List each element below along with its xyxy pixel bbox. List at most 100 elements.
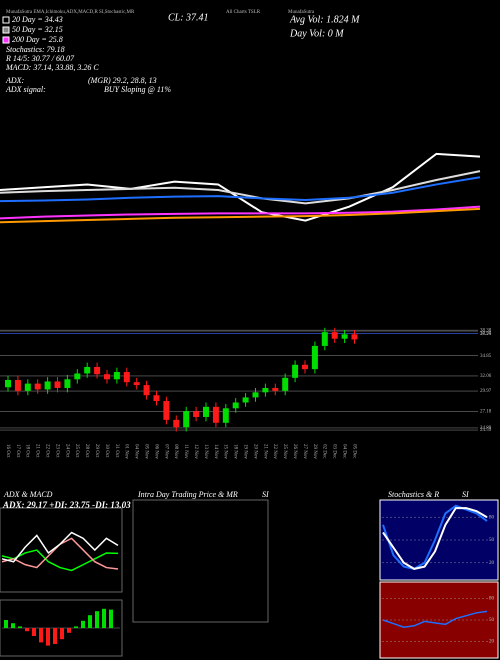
macd-bar [18, 626, 22, 628]
x-tick-label: 18 Nov [233, 444, 238, 459]
x-tick-label: 21 Nov [262, 444, 267, 459]
y-tick-label: 29.97 [480, 389, 492, 394]
y-tick-label: 80 [489, 597, 495, 602]
macd-bar [46, 628, 50, 646]
x-tick-label: 06 Nov [153, 444, 158, 459]
y-tick-label: 50 [489, 618, 495, 623]
x-tick-label: 19 Nov [242, 444, 247, 459]
macd-bar [60, 628, 64, 640]
candle-body [292, 364, 299, 378]
panel-title: Stochastics & R [388, 490, 439, 499]
day-vol: Day Vol: 0 M [289, 28, 344, 39]
x-tick-label: 22 Nov [272, 444, 277, 459]
y-tick-label: 34.85 [480, 354, 492, 359]
macd-bar [88, 615, 92, 628]
candle-body [282, 377, 289, 391]
x-tick-label: 25 Nov [282, 444, 287, 459]
x-tick-label: 02 Dec [322, 444, 327, 459]
y-tick-label: 80 [489, 515, 495, 520]
panel-subtitle: SI [262, 490, 269, 499]
ma20: 20 Day = 34.43 [12, 15, 63, 24]
macd-bar [4, 620, 8, 628]
line [1, 549, 119, 572]
x-tick-label: 18 Oct [25, 444, 30, 458]
close: CL: 37.41 [168, 12, 209, 23]
panel-title: ADX & MACD [3, 490, 53, 499]
macd-bar [53, 628, 57, 644]
candle-body [232, 402, 239, 409]
panel-title: Intra Day Trading Price & MR [137, 490, 238, 499]
candle-body [173, 419, 180, 428]
candle-body [133, 382, 140, 386]
candle-body [64, 379, 71, 388]
x-tick-label: 20 Nov [252, 444, 257, 459]
y-tick-label: 24.59 [480, 428, 492, 433]
macd-bar [74, 626, 78, 628]
stoch: Stochastics: 79.18 [6, 45, 65, 54]
y-tick-label: 27.18 [480, 409, 492, 414]
legend-swatch [2, 26, 10, 34]
x-tick-label: 17 Oct [15, 444, 20, 458]
x-tick-label: 24 Oct [64, 444, 69, 458]
adx-signal: ADX signal: [5, 85, 46, 94]
ma50: 50 Day = 32.15 [12, 25, 63, 34]
x-tick-label: 23 Oct [54, 444, 59, 458]
line [0, 170, 481, 205]
panel-subtitle: ADX: 29.17 +DI: 23.75 -DI: 13.03 [2, 500, 131, 510]
line [382, 610, 488, 628]
site: MunafaSutra [288, 10, 315, 15]
line [382, 507, 488, 570]
header: MunafaSutra EMA,Ichimoku,ADX,MACD,R SI,S… [2, 10, 360, 94]
candle-body [74, 373, 81, 380]
macd-bar [81, 620, 85, 628]
x-tick-label: 28 Oct [84, 444, 89, 458]
candle-body [14, 380, 21, 391]
y-tick-label: 32.06 [480, 374, 492, 379]
x-tick-label: 12 Nov [193, 444, 198, 459]
x-tick-label: 04 Nov [134, 444, 139, 459]
candle-body [193, 411, 200, 417]
line [0, 207, 481, 224]
line [0, 176, 481, 203]
candle-body [242, 397, 249, 403]
candle-body [341, 334, 348, 339]
candle-body [54, 381, 61, 388]
x-tick-label: 21 Oct [35, 444, 40, 458]
candle-body [222, 408, 229, 423]
y-tick-label: 20 [489, 561, 495, 566]
x-tick-label: 26 Nov [292, 444, 297, 459]
candle-body [302, 364, 308, 370]
candle-body [183, 411, 190, 428]
y-tick-label: 37.94 [480, 331, 492, 336]
candle-body [84, 366, 91, 374]
x-tick-label: 05 Nov [143, 444, 148, 459]
candle-body [321, 332, 328, 346]
x-tick-label: 13 Nov [203, 444, 208, 459]
y-tick-label: 24.89 [480, 426, 492, 431]
y-tick-label: 50 [489, 538, 495, 543]
candle-body [272, 387, 279, 391]
macd-bar [11, 623, 15, 628]
candle-body [153, 395, 160, 402]
x-tick-label: 05 Dec [351, 444, 356, 459]
line [382, 504, 488, 570]
candle-body [351, 334, 358, 340]
candle-body [143, 385, 150, 396]
candle-body [331, 332, 338, 339]
line [0, 205, 481, 220]
candle-body [123, 372, 130, 383]
candle-body [24, 383, 31, 391]
macd-bar [32, 628, 36, 636]
candle-body [262, 387, 269, 393]
macd-bar [39, 628, 43, 643]
legend-swatch [2, 16, 10, 24]
panel [132, 499, 269, 623]
x-tick-label: 08 Nov [173, 444, 178, 459]
x-tick-label: 31 Oct [114, 444, 119, 458]
candle-body [104, 374, 110, 380]
macd-bar [95, 611, 99, 628]
macd: MACD: 37.14, 33.88, 3.26 C [5, 63, 99, 72]
macd-bar [67, 628, 71, 633]
y-tick-label: 20 [489, 640, 495, 645]
